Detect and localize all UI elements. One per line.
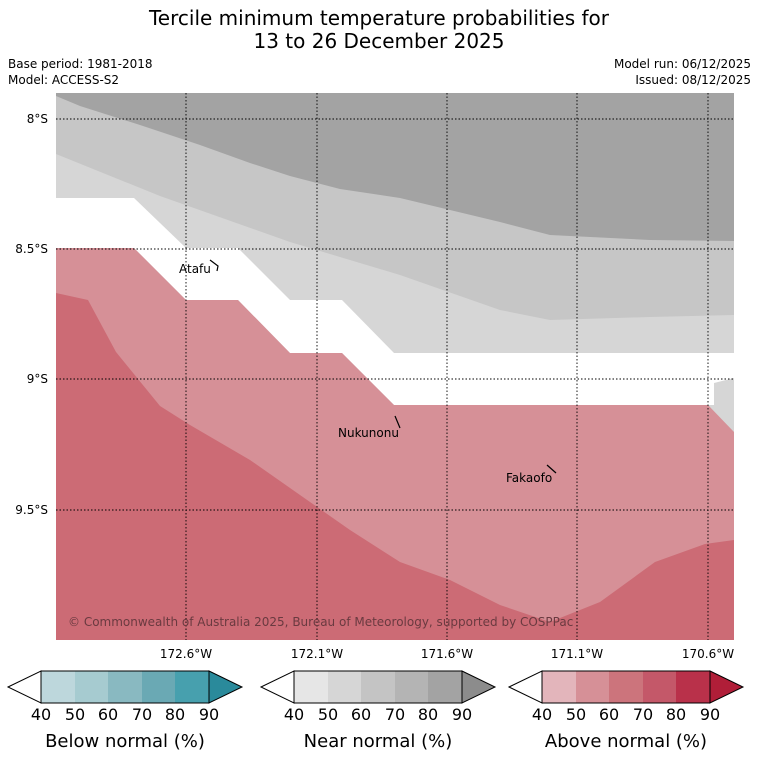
- place-label-nukunonu: Nukunonu: [338, 426, 399, 440]
- colorbar-tick: 70: [633, 705, 653, 724]
- lon-label: 170.6°W: [682, 647, 734, 661]
- lat-label: 9°S: [27, 372, 48, 386]
- colorbar-segment: [643, 671, 676, 703]
- colorbar-high-cap: [208, 670, 244, 704]
- graticule: [56, 93, 734, 640]
- near-normal-70-region: [56, 93, 734, 241]
- map-title-line1: Tercile minimum temperature probabilitie…: [148, 6, 610, 30]
- colorbar-tick: 60: [351, 705, 371, 724]
- near-normal-colorbar: 40 50 60 70 80 90 Near normal (%): [259, 670, 497, 752]
- colorbar-segment: [75, 671, 108, 703]
- colorbar-segment: [609, 671, 643, 703]
- lon-label: 172.6°W: [160, 647, 212, 661]
- fakaofo-atoll-outline: [546, 464, 557, 474]
- colorbar-tick: 80: [666, 705, 686, 724]
- colorbar-title-above: Above normal (%): [545, 731, 707, 752]
- colorbar-low-cap: [507, 670, 543, 704]
- colorbar-frame: [541, 670, 711, 704]
- colorbar-low-cap: [6, 670, 42, 704]
- colorbar-segment: [142, 671, 175, 703]
- colorbar-tick: 60: [599, 705, 619, 724]
- colorbar-segment: [294, 671, 328, 703]
- lat-label: 9.5°S: [15, 503, 48, 517]
- nukunonu-atoll-outline: [394, 415, 401, 429]
- lat-label: 8°S: [27, 112, 48, 126]
- below-normal-colorbar: 40 50 60 70 80 90 Below normal (%): [6, 670, 244, 752]
- colorbar-tick: 90: [700, 705, 720, 724]
- colorbar-tick: 40: [532, 705, 552, 724]
- colorbar-title-near: Near normal (%): [304, 731, 453, 752]
- colorbar-segment: [542, 671, 576, 703]
- colorbar-tick: 90: [452, 705, 472, 724]
- colorbar-segment: [361, 671, 395, 703]
- no-dominant-region: [56, 198, 734, 405]
- place-label-atafu: Atafu: [179, 262, 211, 276]
- colorbar-tick: 80: [418, 705, 438, 724]
- colorbar-title-below: Below normal (%): [45, 731, 205, 752]
- model-run: Model run: 06/12/2025: [613, 57, 751, 71]
- issued-date: Issued: 08/12/2025: [635, 73, 751, 87]
- model-name: Model: ACCESS-S2: [8, 73, 120, 87]
- colorbar-tick: 80: [165, 705, 185, 724]
- lon-label: 171.6°W: [421, 647, 473, 661]
- colorbar-segment: [108, 671, 142, 703]
- colorbar-tick: 40: [284, 705, 304, 724]
- colorbar-tick: 50: [318, 705, 338, 724]
- colorbar-tick: 70: [132, 705, 152, 724]
- colorbar-tick: 50: [65, 705, 85, 724]
- colorbar-tick: 60: [98, 705, 118, 724]
- colorbar-segment: [41, 671, 75, 703]
- colorbar-segment: [676, 671, 710, 703]
- colorbar-tick: 40: [31, 705, 51, 724]
- colorbar-segment: [576, 671, 609, 703]
- colorbar-high-cap: [461, 670, 497, 704]
- colorbar-segment: [395, 671, 428, 703]
- colorbar-segment: [428, 671, 462, 703]
- lon-label: 171.1°W: [551, 647, 603, 661]
- place-label-fakaofo: Fakaofo: [506, 471, 552, 485]
- map-title-line2: 13 to 26 December 2025: [253, 29, 505, 53]
- colorbar-tick: 50: [566, 705, 586, 724]
- colorbar-frame: [293, 670, 463, 704]
- colorbar-frame: [40, 670, 210, 704]
- atafu-atoll-outline: [209, 259, 219, 272]
- above-normal-colorbar: 40 50 60 70 80 90 Above normal (%): [507, 670, 745, 752]
- probability-map[interactable]: [56, 93, 734, 640]
- above-normal-70-region: [56, 293, 734, 640]
- colorbar-segment: [328, 671, 361, 703]
- colorbar-tick: 70: [385, 705, 405, 724]
- lon-label: 172.1°W: [291, 647, 343, 661]
- colorbar-high-cap: [709, 670, 745, 704]
- colorbar-tick: 90: [199, 705, 219, 724]
- colorbar-low-cap: [259, 670, 295, 704]
- lat-label: 8.5°S: [15, 242, 48, 256]
- copyright-credit: © Commonwealth of Australia 2025, Bureau…: [68, 615, 573, 629]
- base-period: Base period: 1981-2018: [8, 57, 153, 71]
- colorbar-segment: [175, 671, 209, 703]
